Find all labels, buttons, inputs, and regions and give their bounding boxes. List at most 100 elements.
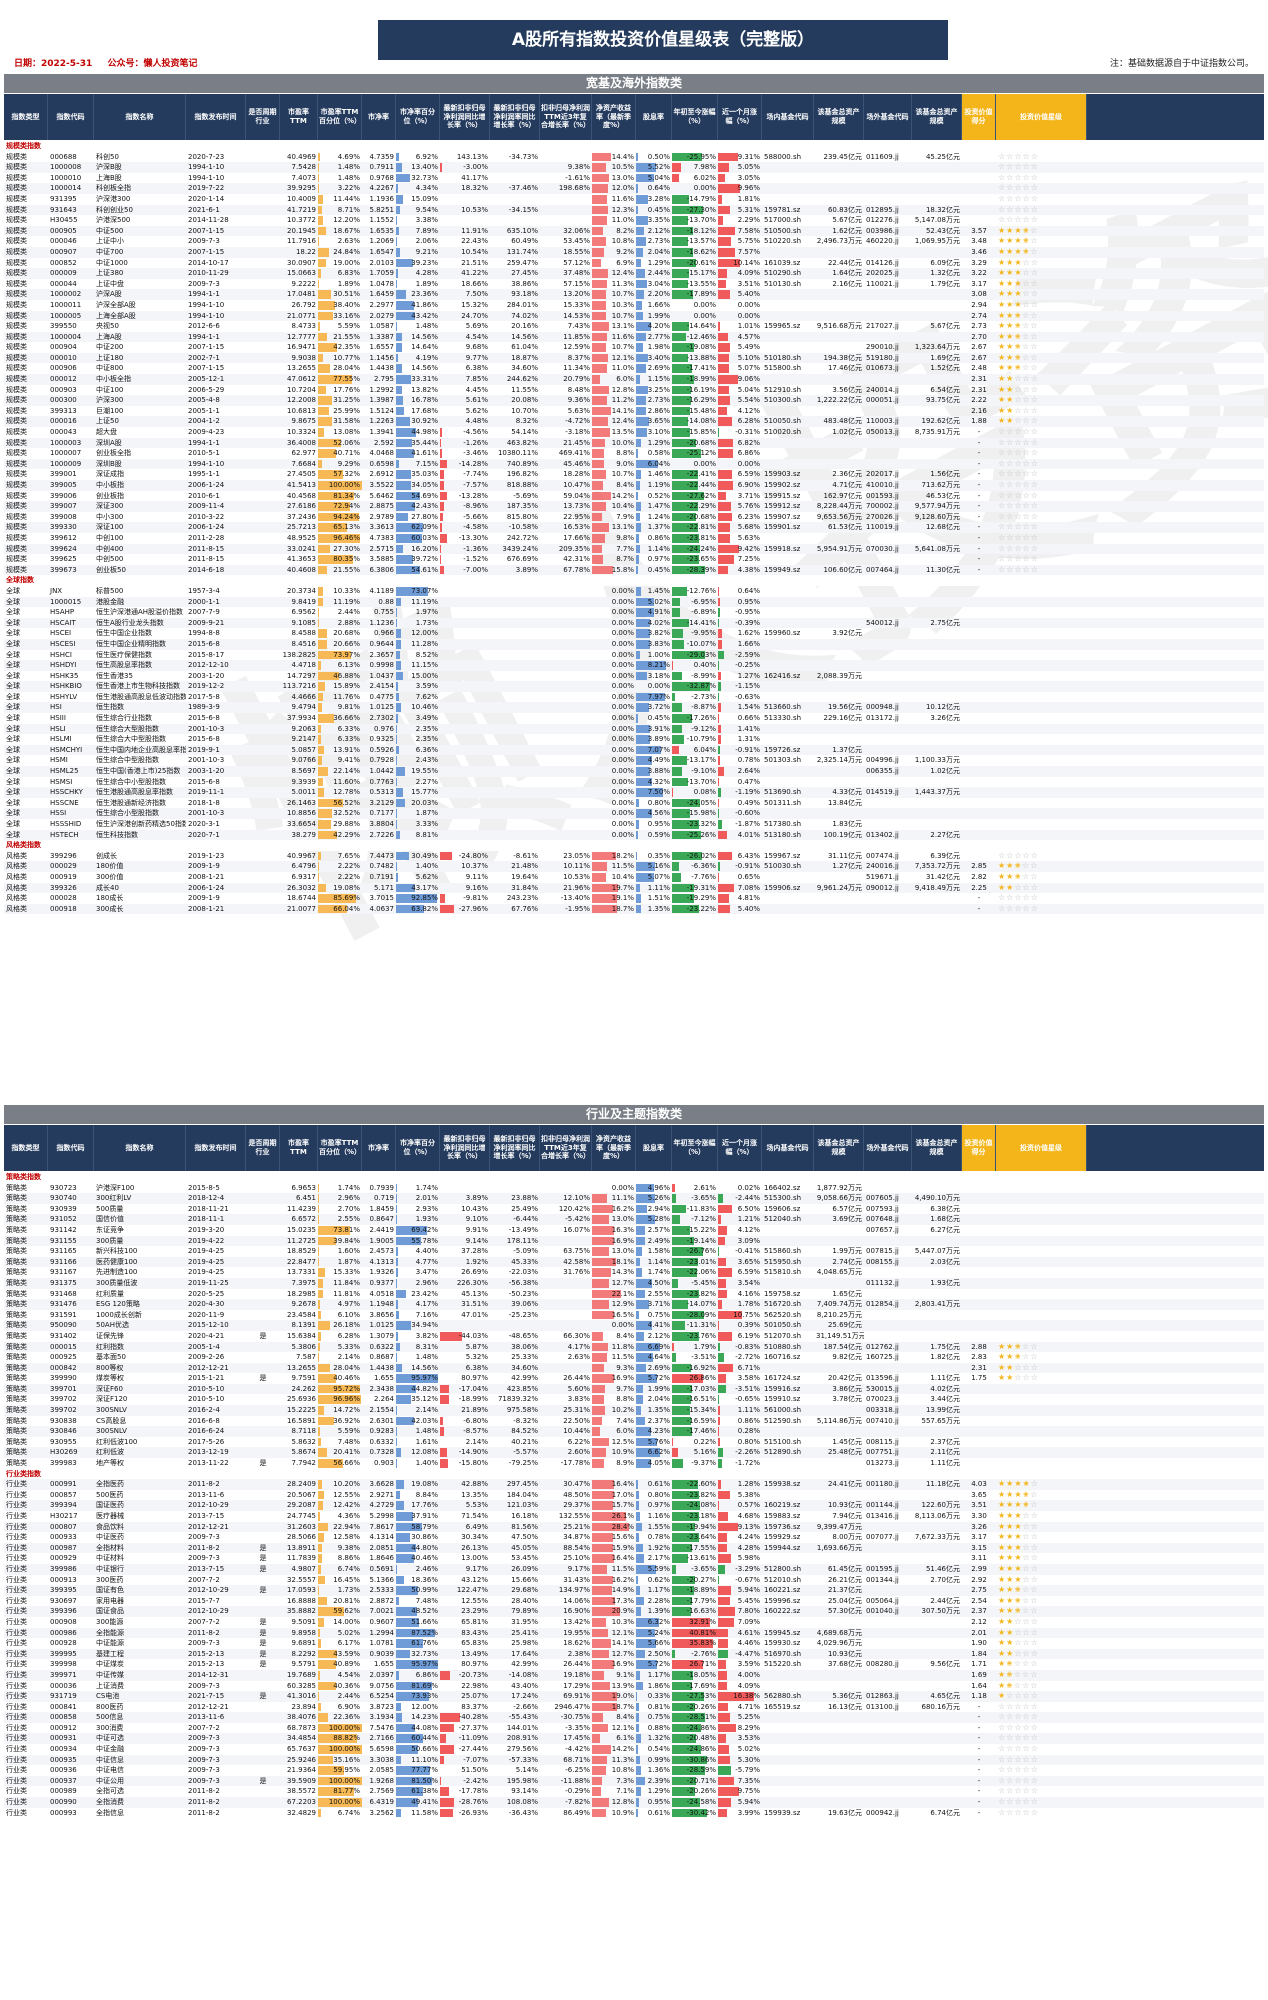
cell-text: 007464.jj	[866, 566, 899, 574]
dividend-bar	[636, 332, 646, 342]
cell-col-1: 931142	[48, 1225, 94, 1236]
cell-text: 284.01%	[507, 301, 538, 309]
cell-col-8: 2.35%	[396, 724, 440, 735]
cell-col-19: 2.03亿元	[912, 1257, 962, 1268]
cell-col-11	[540, 1363, 592, 1374]
cell-text: 5.32%	[466, 1353, 488, 1361]
cell-col-8: 6.92%	[396, 152, 440, 163]
value-bar	[318, 364, 331, 374]
cell-text: 10.4%	[612, 502, 634, 510]
cell-col-9: -3.46%	[440, 448, 490, 459]
star-rating	[996, 830, 1087, 841]
cell-text: 512040.sh	[764, 1215, 801, 1223]
star-rating: ★★☆☆☆	[996, 406, 1087, 417]
cell-text: 2.04%	[648, 248, 670, 256]
cell-col-15: 3.51%	[718, 279, 762, 290]
cell-col-0: 策略类	[4, 1278, 48, 1289]
cell-col-2: 沪深A股	[94, 289, 186, 300]
cell-text: 深圳A股	[96, 439, 122, 447]
cell-col-8: 4.34%	[396, 183, 440, 194]
cell-text: 2.64%	[738, 767, 760, 775]
cell-text: 6.86%	[738, 449, 760, 457]
cell-col-17	[814, 650, 864, 661]
cell-col-4	[246, 1342, 280, 1353]
cell-text: 25.99%	[333, 407, 360, 415]
cell-text: 1000008	[50, 163, 81, 171]
cell-col-14: -23.22%	[672, 904, 718, 915]
value-bar	[672, 269, 690, 278]
cell-text: 557.65万元	[922, 1417, 961, 1425]
cell-text: 77.55%	[333, 375, 360, 383]
cell-col-19: 1.02亿元	[912, 766, 962, 777]
cell-text: 3.5885	[370, 555, 395, 563]
dividend-bar	[636, 279, 647, 289]
cell-text: 15.33%	[333, 1268, 360, 1276]
cell-text: 1.73%	[416, 619, 438, 627]
cell-text: 13.1%	[612, 322, 634, 330]
cell-text: 规模类	[6, 354, 27, 362]
cell-text: 399702	[50, 1406, 77, 1414]
star-rating: ★★★☆☆	[996, 268, 1087, 279]
cell-text: 0.95%	[738, 598, 760, 606]
cell-col-4	[246, 1204, 280, 1215]
value-bar	[396, 216, 398, 225]
cell-col-7: 2.0103	[362, 258, 396, 269]
cell-text: 1.52亿元	[930, 364, 960, 372]
cell-text: -7.76%	[691, 873, 716, 881]
cell-col-4	[246, 385, 280, 396]
cell-col-0: 全球	[4, 755, 48, 766]
cell-col-18	[864, 374, 912, 385]
cell-text: 2.86%	[648, 407, 670, 415]
cell-col-7: 3.8804	[362, 819, 396, 830]
value-bar	[672, 820, 699, 829]
cell-col-1: 930740	[48, 1193, 94, 1204]
cell-text: 1.89%	[416, 280, 438, 288]
table-row: 全球 HSSI 恒生综合小型股指数 2001-10-3 10.8856 32.52% 0.7…	[4, 808, 1264, 819]
cell-col-18: 013596.jj	[864, 1373, 912, 1384]
cell-col-9: 18.32%	[440, 183, 490, 194]
cell-text: 1.74%	[416, 1184, 438, 1192]
cell-text: 9.29%	[338, 460, 360, 468]
cell-col-19: 6.27亿元	[912, 1225, 962, 1236]
cell-col-16: 515810.sh	[762, 1267, 814, 1278]
table-row: 策略类 H30269 红利低波 2013-12-19 5.8674 20.41% 0.732…	[4, 1447, 1264, 1459]
cell-col-15: 4.81%	[718, 893, 762, 904]
cell-col-6: 3.22%	[318, 183, 362, 194]
value-bar	[672, 1384, 692, 1394]
value-bar	[396, 639, 401, 649]
cell-text: 7.7%	[616, 545, 634, 553]
dividend-bar	[636, 364, 646, 374]
cell-col-0: 规模类	[4, 268, 48, 279]
cell-text: 10.3324	[287, 428, 316, 436]
cell-col-6: 15.33%	[318, 1267, 362, 1278]
cell-col-15: 3.54%	[718, 1278, 762, 1289]
cell-col-18: 519180.jj	[864, 353, 912, 364]
cell-col-17: 4.71亿元	[814, 480, 864, 491]
cell-text: 1.54%	[738, 703, 760, 711]
cell-text: 300价值	[96, 873, 123, 881]
cell-col-13: 1.46%	[636, 469, 672, 480]
cell-text: 0.5926	[370, 746, 395, 754]
cell-text: -4.72%	[565, 417, 590, 425]
cell-col-15: -1.15%	[718, 681, 762, 692]
cell-text: -5.66%	[463, 513, 488, 521]
cell-col-4	[246, 586, 280, 597]
star-rating	[996, 1257, 1087, 1268]
cell-col-9: 9.10%	[440, 1214, 490, 1225]
dividend-bar	[636, 459, 658, 469]
cell-col-2: 180成长	[94, 893, 186, 904]
cell-text: 策略类	[6, 1300, 27, 1308]
cell-text: 策略类	[6, 1364, 27, 1372]
cell-col-2: 300质量低波	[94, 1278, 186, 1289]
cell-col-12: 10.7%	[592, 469, 636, 480]
cell-col-14: -15.85%	[672, 427, 718, 438]
cell-col-16: 588000.sh	[762, 152, 814, 163]
cell-text: 10.8%	[612, 237, 634, 245]
value-bar	[718, 226, 735, 236]
cell-col-9: 5.61%	[440, 395, 490, 406]
cell-col-19	[912, 724, 962, 735]
cell-col-17: 13.84亿元	[814, 798, 864, 809]
cell-text: 1.51%	[648, 894, 670, 902]
star-rating	[996, 724, 1087, 735]
cell-text: -18.99%	[459, 1395, 488, 1403]
